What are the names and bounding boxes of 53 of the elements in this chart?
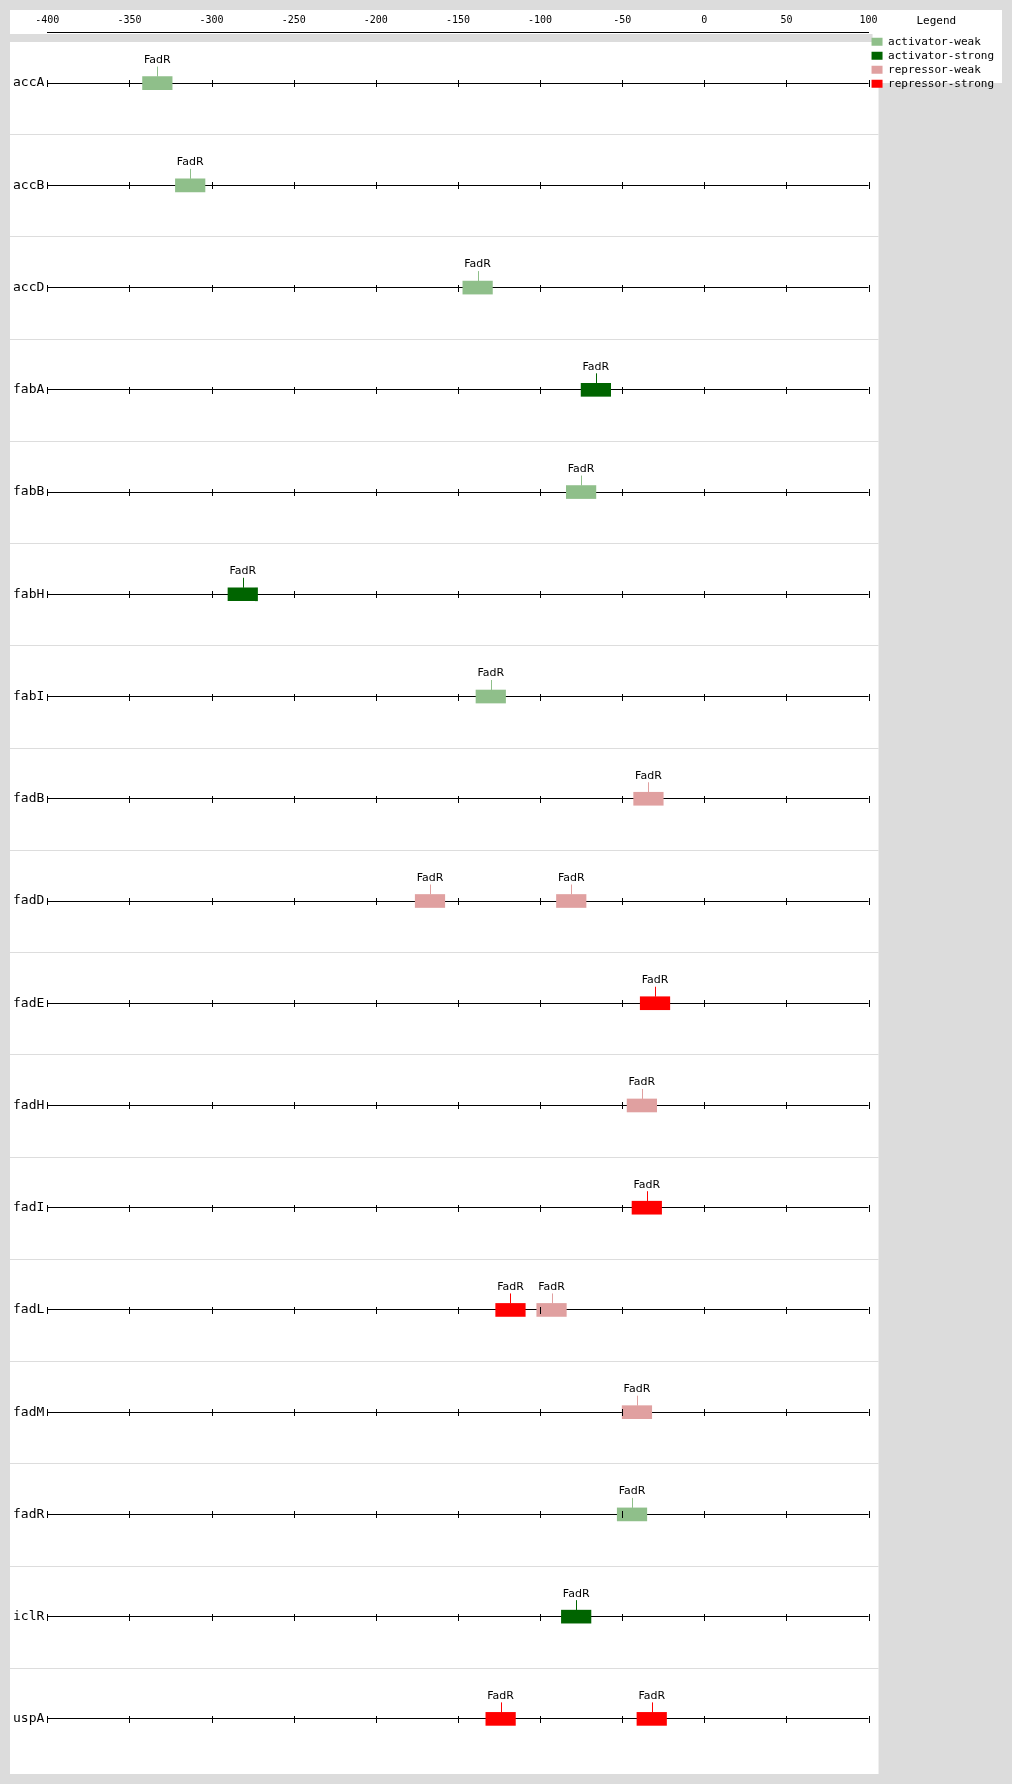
legend-label: activator-weak	[888, 34, 982, 48]
y-tick-label: accD	[12, 278, 45, 294]
data-label: FadR	[538, 1279, 566, 1293]
data-label: FadR	[635, 768, 663, 782]
data-label: FadR	[229, 564, 257, 578]
y-tick-label: fabA	[12, 381, 45, 397]
legend-label: repressor-strong	[888, 76, 995, 90]
data-label: FadR	[562, 1586, 590, 1600]
data-label: FadR	[567, 461, 595, 475]
x-tick-label: -400	[35, 13, 60, 25]
x-tick-label: -250	[281, 13, 306, 25]
y-tick-label: fabI	[12, 687, 45, 703]
x-tick-label: 0	[701, 13, 708, 25]
y-tick-label: fadR	[12, 1505, 45, 1521]
data-label: FadR	[623, 1382, 651, 1396]
y-tick-label: fadD	[12, 892, 45, 908]
y-tick-label: uspA	[12, 1710, 45, 1726]
x-tick-label: -150	[445, 13, 470, 25]
data-label: FadR	[497, 1279, 525, 1293]
data-label: FadR	[641, 973, 669, 987]
data-label: FadR	[557, 870, 585, 884]
x-tick-label: -350	[117, 13, 142, 25]
data-label: FadR	[633, 1177, 661, 1191]
y-tick-label: fadL	[12, 1301, 45, 1317]
y-tick-label: fadE	[12, 994, 45, 1010]
x-tick-label: 50	[780, 13, 793, 25]
y-tick-label: fabH	[12, 585, 45, 601]
data-label: FadR	[144, 52, 172, 66]
y-tick-label: fadH	[12, 1096, 45, 1112]
data-label: FadR	[416, 870, 444, 884]
legend-title: Legend	[916, 14, 957, 28]
y-tick-label: iclR	[12, 1608, 45, 1624]
y-tick-label: accB	[12, 176, 45, 192]
data-label: FadR	[176, 155, 204, 169]
legend-label: repressor-weak	[888, 62, 982, 76]
data-label: FadR	[628, 1075, 656, 1089]
y-tick-label: accA	[12, 74, 45, 90]
y-tick-label: fabB	[12, 483, 45, 499]
x-tick-label: -200	[363, 13, 388, 25]
x-tick-label: -50	[613, 13, 632, 25]
x-tick-label: -300	[199, 13, 224, 25]
data-label: FadR	[487, 1688, 515, 1702]
data-label: FadR	[618, 1484, 646, 1498]
y-tick-label: fadB	[12, 790, 45, 806]
y-tick-label: fadM	[12, 1403, 45, 1419]
data-label: FadR	[464, 257, 492, 271]
x-tick-label: 100	[859, 13, 878, 25]
legend-label: activator-strong	[888, 48, 995, 62]
x-tick-label: -100	[528, 13, 553, 25]
data-label: FadR	[582, 359, 610, 373]
data-label: FadR	[638, 1688, 666, 1702]
y-tick-label: fadI	[12, 1199, 45, 1215]
data-label: FadR	[477, 666, 505, 680]
